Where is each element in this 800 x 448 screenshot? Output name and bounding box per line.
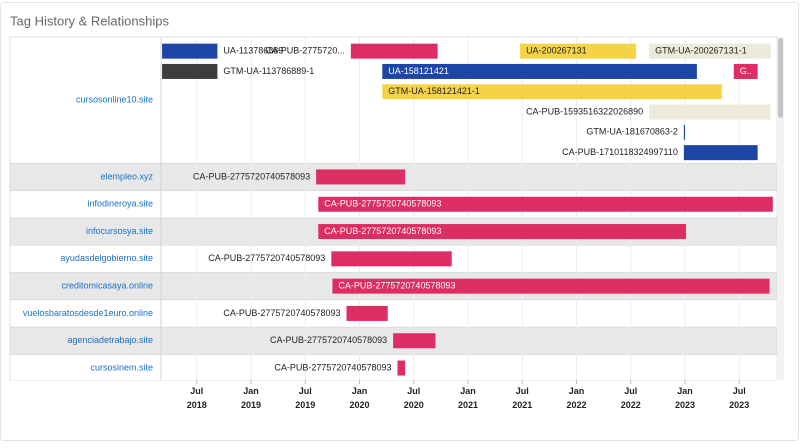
site-link[interactable]: vuelosbaratosdesde1euro.online [23,308,153,318]
tag-bar[interactable] [649,43,771,59]
tag-bar[interactable] [397,360,406,376]
tag-label: CA-PUB-2775720740578093 [270,335,387,345]
site-link[interactable]: cursosinem.site [90,362,153,372]
rows: cursosonline10.siteUA-113786889CA-PUB-27… [10,37,777,380]
site-link[interactable]: elempleo.xyz [100,171,153,181]
x-tick-label: Jan 2021 [458,386,478,410]
x-tick-label: Jul 2023 [729,386,749,410]
tag-bar[interactable] [162,43,218,59]
tag-bar[interactable] [318,224,687,240]
tag-bar[interactable] [382,84,722,100]
scrollbar-track [777,37,784,380]
x-tick-label: Jul 2022 [621,386,641,410]
x-tick-label: Jan 2019 [241,386,261,410]
tag-label: GTM-UA-113786889-1 [223,66,314,76]
tag-label: UA-113786889 [223,46,283,56]
tag-label: CA-PUB-2775720740578093 [223,308,340,318]
tag-bar[interactable] [331,251,452,267]
tag-bar[interactable] [683,145,758,161]
tag-bar[interactable] [350,43,438,59]
x-tick-label: Jul 2019 [295,386,315,410]
x-tick-label: Jan 2020 [350,386,370,410]
tag-label: G.. [740,66,752,76]
tag-label: UA-158121421 [388,66,449,76]
tag-bar[interactable] [346,305,388,321]
x-tick-label: Jan 2023 [675,386,695,410]
x-tick-label: Jul 2021 [512,386,532,410]
x-tick-label: Jul 2020 [404,386,424,410]
site-link[interactable]: infocursosya.site [86,226,153,236]
tag-label: CA-PUB-2775720740578093 [338,281,455,291]
tag-label: CA-PUB-2775720740578093 [208,253,325,263]
tag-bar[interactable] [649,104,771,120]
tag-bar[interactable] [318,196,773,212]
tag-bar[interactable] [382,63,697,79]
x-axis: Jul 2018 Jan 2019 Jul 2019 Jan 2020 Jul 2020 Jan 20… [187,380,749,410]
scrollbar-thumb[interactable] [778,38,783,118]
row-background [10,354,777,380]
x-tick-label: Jan 2022 [566,386,586,410]
tag-bar[interactable] [316,169,406,185]
tag-label: GTM-UA-200267131-1 [655,46,747,56]
site-link[interactable]: infodineroya.site [87,199,153,209]
tag-bar[interactable] [733,63,758,79]
tag-label: CA-PUB-1710118324997110 [562,147,678,157]
tag-bar[interactable] [332,278,770,294]
site-link[interactable]: cursosonline10.site [76,95,153,105]
tag-label: CA-PUB-2775720740578093 [324,226,441,236]
tag-bar[interactable] [162,63,218,79]
tag-label: CA-PUB-2775720740578093 [193,171,310,181]
site-link[interactable]: ayudasdelgobierno.site [60,253,153,263]
tag-bar[interactable] [393,333,436,349]
site-link[interactable]: creditomicasaya.online [61,281,153,291]
tag-label: GTM-UA-181670863-2 [586,127,678,137]
tag-label: UA-200267131 [526,46,587,56]
tag-label: CA-PUB-2775720... [265,46,345,56]
row-background [10,299,777,328]
site-link[interactable]: agenciadetrabajo.site [67,335,153,345]
tag-bar[interactable] [520,43,637,59]
tag-bar[interactable] [683,124,685,140]
tag-label: CA-PUB-2775720740578093 [274,362,391,372]
tag-label: GTM-UA-158121421-1 [388,86,480,96]
x-tick-label: Jul 2018 [187,386,207,410]
tag-label: CA-PUB-1593516322026890 [526,106,643,116]
card-title: Tag History & Relationships [10,13,169,28]
tag-label: CA-PUB-2775720740578093 [324,199,441,209]
